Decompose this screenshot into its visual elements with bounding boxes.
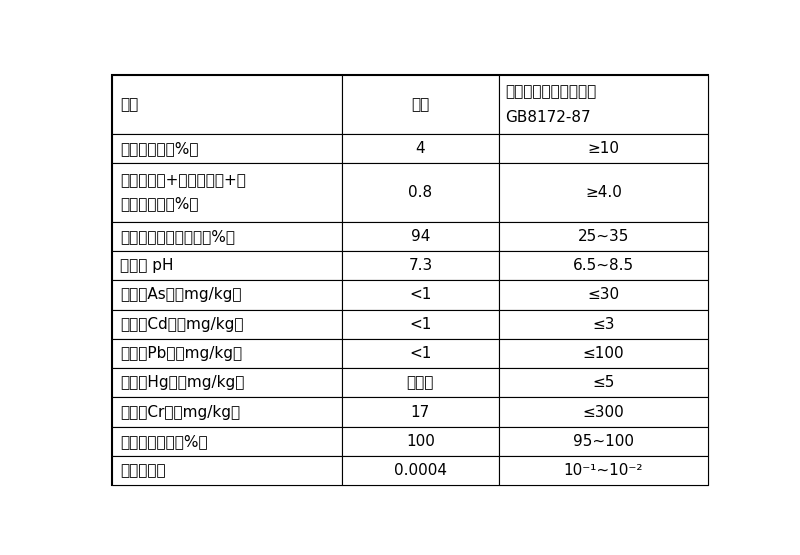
Bar xyxy=(342,310,499,339)
Text: 25~35: 25~35 xyxy=(578,229,629,244)
Text: 100: 100 xyxy=(406,434,435,449)
Text: 0.8: 0.8 xyxy=(408,185,433,200)
Text: 总汞（Hg）（mg/kg）: 总汞（Hg）（mg/kg） xyxy=(120,375,244,390)
Text: 总镉（Cd）（mg/kg）: 总镉（Cd）（mg/kg） xyxy=(120,317,243,332)
Text: 含量: 含量 xyxy=(411,97,430,112)
Text: GB8172-87: GB8172-87 xyxy=(506,110,591,125)
Text: 酸碱度 pH: 酸碱度 pH xyxy=(120,258,174,273)
Bar xyxy=(499,339,708,368)
Text: ≤300: ≤300 xyxy=(582,405,624,420)
Text: 总砷（As）（mg/kg）: 总砷（As）（mg/kg） xyxy=(120,287,242,302)
Bar xyxy=(499,456,708,486)
Bar xyxy=(342,427,499,456)
Bar xyxy=(342,280,499,310)
Bar xyxy=(342,456,499,486)
Bar xyxy=(112,368,342,397)
Text: 95~100: 95~100 xyxy=(573,434,634,449)
Bar xyxy=(499,368,708,397)
Text: 0.0004: 0.0004 xyxy=(394,463,447,478)
Bar xyxy=(499,397,708,427)
Text: 未检出: 未检出 xyxy=(406,375,434,390)
Text: ≤3: ≤3 xyxy=(592,317,614,332)
Bar xyxy=(499,163,708,221)
Bar xyxy=(112,456,342,486)
Text: <1: <1 xyxy=(410,346,432,361)
Bar xyxy=(112,310,342,339)
Bar xyxy=(112,397,342,427)
Text: 总铬（Cr）（mg/kg）: 总铬（Cr）（mg/kg） xyxy=(120,405,240,420)
Bar xyxy=(342,251,499,280)
Text: 大肠杆菌值: 大肠杆菌值 xyxy=(120,463,166,478)
Text: <1: <1 xyxy=(410,317,432,332)
Text: 94: 94 xyxy=(410,229,430,244)
Bar xyxy=(499,427,708,456)
Bar xyxy=(342,221,499,251)
Text: <1: <1 xyxy=(410,287,432,302)
Bar xyxy=(342,163,499,221)
Text: ≤100: ≤100 xyxy=(582,346,624,361)
Bar xyxy=(112,134,342,163)
Bar xyxy=(342,368,499,397)
Bar xyxy=(342,339,499,368)
Bar xyxy=(499,310,708,339)
Text: ≥4.0: ≥4.0 xyxy=(585,185,622,200)
Bar xyxy=(499,251,708,280)
Bar xyxy=(499,134,708,163)
Text: 7.3: 7.3 xyxy=(408,258,433,273)
Bar xyxy=(112,339,342,368)
Bar xyxy=(342,75,499,134)
Bar xyxy=(499,75,708,134)
Bar xyxy=(499,221,708,251)
Text: 水分（游离水）含量（%）: 水分（游离水）含量（%） xyxy=(120,229,235,244)
Bar xyxy=(499,280,708,310)
Bar xyxy=(112,280,342,310)
Bar xyxy=(112,221,342,251)
Text: ≤30: ≤30 xyxy=(587,287,619,302)
Text: 4: 4 xyxy=(416,141,426,156)
Text: 蛔虫卵死亡率（%）: 蛔虫卵死亡率（%） xyxy=(120,434,207,449)
Text: 总养分（氮+五氧化二磷+氧: 总养分（氮+五氧化二磷+氧 xyxy=(120,173,246,188)
Bar xyxy=(342,397,499,427)
Text: 项目: 项目 xyxy=(120,97,138,112)
Bar xyxy=(112,75,342,134)
Text: 城镇垃圾农用控制标准: 城镇垃圾农用控制标准 xyxy=(506,84,597,99)
Bar xyxy=(112,163,342,221)
Text: 6.5~8.5: 6.5~8.5 xyxy=(573,258,634,273)
Text: 有机质含量（%）: 有机质含量（%） xyxy=(120,141,198,156)
Text: 17: 17 xyxy=(410,405,430,420)
Text: 10⁻¹~10⁻²: 10⁻¹~10⁻² xyxy=(564,463,643,478)
Text: ≥10: ≥10 xyxy=(587,141,619,156)
Text: 化钾）含量（%）: 化钾）含量（%） xyxy=(120,196,198,211)
Bar xyxy=(112,251,342,280)
Bar xyxy=(342,134,499,163)
Text: ≤5: ≤5 xyxy=(592,375,614,390)
Bar xyxy=(112,427,342,456)
Text: 总铅（Pb）（mg/kg）: 总铅（Pb）（mg/kg） xyxy=(120,346,242,361)
